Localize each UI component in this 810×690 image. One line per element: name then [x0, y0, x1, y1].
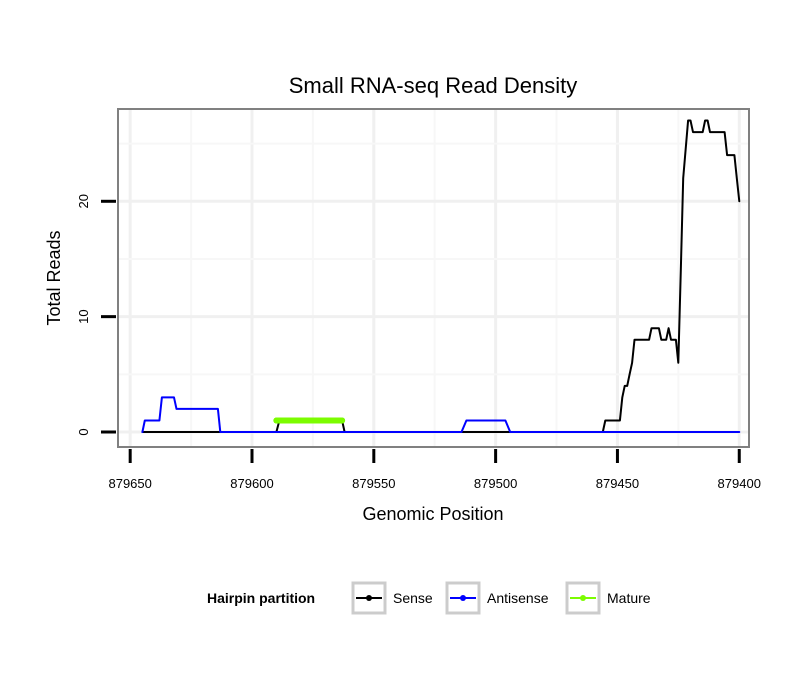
- legend-title: Hairpin partition: [207, 590, 315, 606]
- legend-label: Antisense: [487, 590, 549, 606]
- y-tick-label: 20: [76, 194, 91, 208]
- legend-item-antisense: Antisense: [445, 581, 549, 615]
- legend-label: Mature: [607, 590, 651, 606]
- x-tick-label: 879650: [108, 476, 151, 491]
- x-tick-label: 879600: [230, 476, 273, 491]
- axes: 879650 879600 879550 879500 879450 879400 0 10 2…: [76, 194, 761, 491]
- legend-key-point: [366, 595, 372, 601]
- y-axis-title: Total Reads: [44, 230, 64, 325]
- legend-key-point: [580, 595, 586, 601]
- series-line-sense: [141, 119, 741, 433]
- series-line-antisense: [141, 396, 741, 433]
- legend-label: Sense: [393, 590, 433, 606]
- x-tick-label: 879550: [352, 476, 395, 491]
- y-tick-label: 0: [76, 428, 91, 435]
- mature-point: [339, 417, 346, 424]
- legend: Hairpin partition Sense Antisense Mature: [207, 581, 651, 615]
- plot-panel: [117, 108, 750, 448]
- x-tick-label: 879500: [474, 476, 517, 491]
- series-lines: [141, 119, 741, 433]
- legend-key-point: [460, 595, 466, 601]
- legend-item-mature: Mature: [565, 581, 651, 615]
- x-axis-title: Genomic Position: [362, 504, 503, 524]
- y-tick-label: 10: [76, 309, 91, 323]
- chart-title: Small RNA-seq Read Density: [289, 73, 578, 98]
- x-tick-label: 879450: [596, 476, 639, 491]
- legend-item-sense: Sense: [351, 581, 433, 615]
- legend-entries: Sense Antisense Mature: [351, 581, 651, 615]
- x-tick-label: 879400: [718, 476, 761, 491]
